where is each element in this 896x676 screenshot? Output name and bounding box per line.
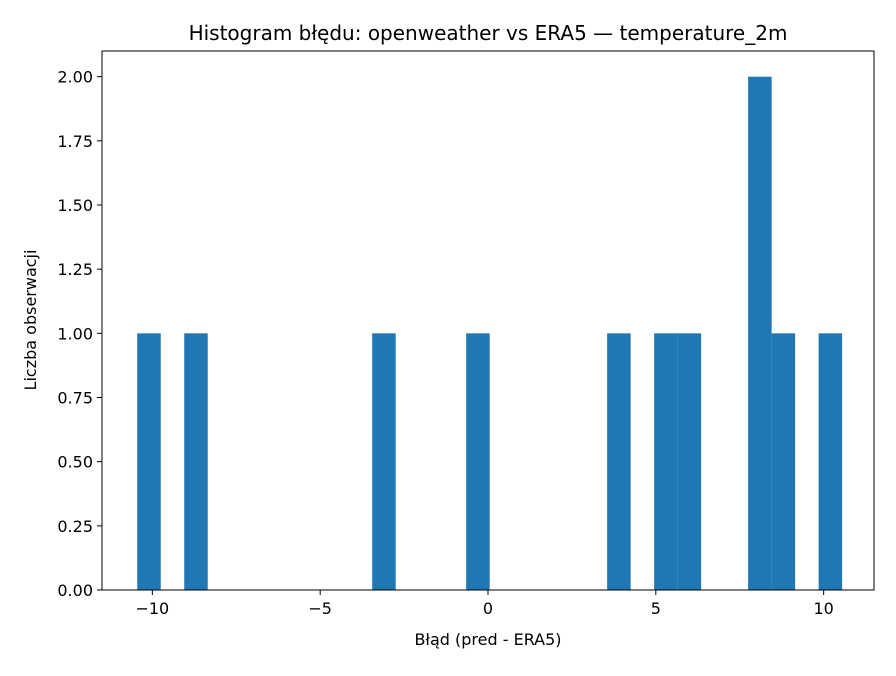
histogram-bar <box>818 333 843 590</box>
x-axis-label: Błąd (pred - ERA5) <box>414 630 561 649</box>
x-tick-label: 5 <box>651 599 661 618</box>
x-tick-label: −10 <box>135 599 169 618</box>
histogram-bar <box>748 76 772 591</box>
x-tick-label: 0 <box>483 599 493 618</box>
y-tick-label: 0.75 <box>57 389 93 408</box>
chart-title: Histogram błędu: openweather vs ERA5 — t… <box>189 21 788 45</box>
x-axis-ticks: −10 −5 0 5 10 <box>135 590 834 618</box>
histogram-bar <box>607 333 631 590</box>
y-tick-label: 0.50 <box>57 453 93 472</box>
histogram-bar <box>654 333 678 590</box>
histogram-bars <box>137 76 843 591</box>
y-tick-label: 1.50 <box>57 196 93 215</box>
x-tick-label: −5 <box>308 599 332 618</box>
histogram-bar <box>137 333 161 590</box>
histogram-bar <box>466 333 490 590</box>
y-axis-ticks: 0.00 0.25 0.50 0.75 1.00 1.25 1.50 1.75 2.00 <box>57 68 102 600</box>
y-tick-label: 0.25 <box>57 517 93 536</box>
histogram-bar <box>184 333 208 590</box>
histogram-bar <box>372 333 396 590</box>
histogram-bar <box>771 333 796 590</box>
y-tick-label: 1.75 <box>57 132 93 151</box>
y-tick-label: 1.00 <box>57 324 93 343</box>
y-tick-label: 0.00 <box>57 581 93 600</box>
histogram-bar <box>677 333 702 590</box>
y-axis-label: Liczba obserwacji <box>21 250 40 391</box>
plot-frame <box>101 50 875 591</box>
y-tick-label: 1.25 <box>57 260 93 279</box>
x-tick-label: 10 <box>813 599 833 618</box>
y-tick-label: 2.00 <box>57 68 93 87</box>
